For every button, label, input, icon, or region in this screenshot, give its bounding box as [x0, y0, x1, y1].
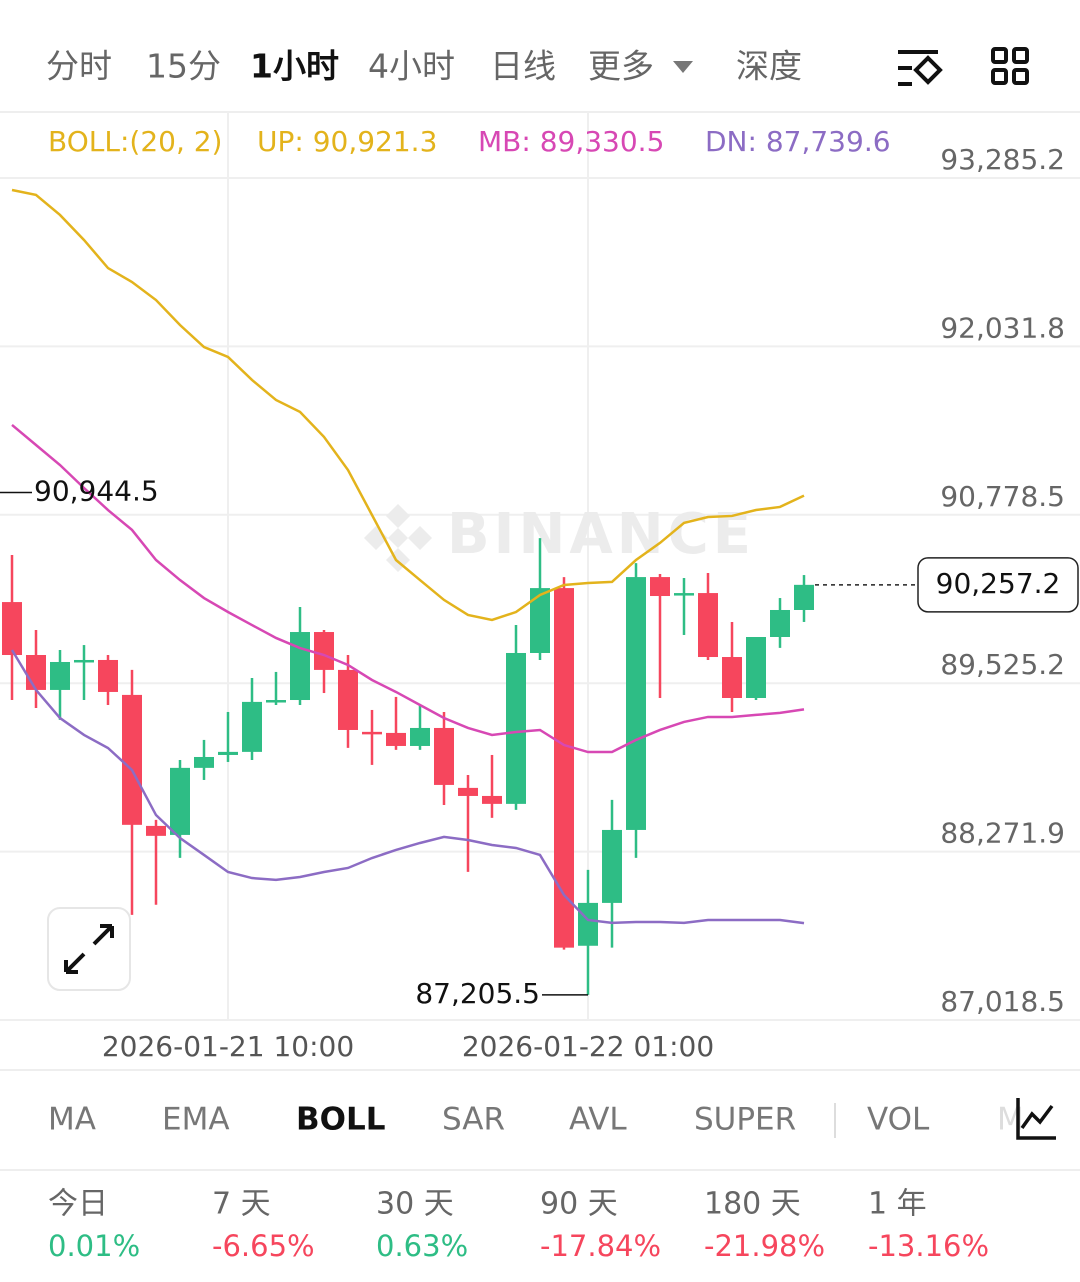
legend-entry: BOLL:(20, 2)	[48, 125, 222, 158]
candle-body	[26, 655, 46, 690]
boll-line	[11, 424, 805, 754]
period-change: -21.98%	[704, 1229, 825, 1263]
period-change: -13.16%	[868, 1229, 989, 1263]
period-label: 1 年	[868, 1187, 927, 1222]
candle-body	[578, 902, 598, 946]
layout-icon[interactable]	[991, 47, 1029, 85]
candle-body	[794, 584, 814, 610]
period-label: 今日	[48, 1187, 108, 1222]
period-label: 180 天	[704, 1187, 801, 1222]
expand-button[interactable]	[47, 907, 131, 991]
indicator-tab[interactable]: VOL	[867, 1102, 930, 1138]
candle-body	[506, 652, 526, 804]
candle-body	[434, 727, 454, 785]
period-change: 0.01%	[48, 1229, 140, 1263]
settings-icon[interactable]	[898, 50, 943, 86]
candle-body	[602, 829, 622, 903]
candle-body	[290, 632, 310, 701]
candle-body	[698, 593, 718, 658]
low-marker-label: 87,205.5	[415, 977, 540, 1010]
candle-body	[362, 731, 382, 735]
indicator-tab[interactable]: BOLL	[296, 1102, 386, 1138]
x-tick-label: 2026-01-22 01:00	[462, 1030, 714, 1063]
candle-body	[410, 727, 430, 746]
candle-body	[50, 661, 70, 690]
candle-body	[2, 602, 22, 656]
time-tab[interactable]: 更多	[588, 47, 654, 86]
legend-entry: MB: 89,330.5	[478, 125, 664, 158]
period-label: 7 天	[212, 1187, 271, 1222]
candle-body	[770, 609, 790, 637]
candle-body	[146, 825, 166, 836]
high-marker-label: 90,944.5	[34, 474, 159, 507]
indicator-tab[interactable]: AVL	[569, 1102, 627, 1138]
y-tick-label: 89,525.2	[940, 648, 1065, 681]
period-change: -17.84%	[540, 1229, 661, 1263]
candle-body	[218, 751, 238, 755]
candle-body	[722, 657, 742, 698]
candle-body	[746, 636, 766, 698]
candle-body	[338, 669, 358, 730]
time-tab[interactable]: 4小时	[368, 47, 455, 86]
candle-body	[266, 700, 286, 703]
candle-body	[314, 632, 334, 670]
watermark-logo	[364, 504, 432, 572]
candle-body	[626, 577, 646, 830]
chart-type-icon[interactable]	[1016, 1098, 1056, 1140]
boll-line	[10, 649, 805, 925]
candle-body	[170, 767, 190, 835]
period-label: 30 天	[376, 1187, 454, 1222]
period-change: -6.65%	[212, 1229, 315, 1263]
y-tick-label: 93,285.2	[940, 143, 1065, 176]
candle-body	[674, 593, 694, 596]
y-tick-label: 88,271.9	[940, 817, 1065, 850]
watermark: BINANCE	[447, 502, 755, 567]
x-tick-label: 2026-01-21 10:00	[102, 1030, 354, 1063]
candle-body	[530, 588, 550, 653]
indicator-tab[interactable]: SAR	[442, 1102, 505, 1138]
period-label: 90 天	[540, 1187, 618, 1222]
y-tick-label: 87,018.5	[940, 985, 1065, 1018]
legend-entry: DN: 87,739.6	[705, 125, 891, 158]
candle-body	[650, 577, 670, 597]
y-tick-label: 92,031.8	[940, 311, 1065, 344]
time-tab[interactable]: 日线	[490, 47, 556, 86]
candle-body	[458, 787, 478, 796]
indicator-tab[interactable]: MA	[48, 1102, 96, 1138]
last-price-box	[917, 557, 1079, 613]
fade	[990, 1090, 1080, 1156]
time-tab[interactable]: 1小时	[250, 47, 339, 86]
candle-body	[242, 701, 262, 752]
candle-body	[554, 588, 574, 948]
indicator-tab[interactable]: EMA	[162, 1102, 230, 1138]
time-tab[interactable]: 15分	[146, 47, 221, 86]
candle-body	[386, 732, 406, 746]
last-price-label: 90,257.2	[936, 567, 1061, 600]
candle-body	[482, 795, 502, 804]
legend-entry: UP: 90,921.3	[257, 125, 437, 158]
candle-body	[122, 694, 142, 825]
candle-body	[194, 756, 214, 768]
indicator-tab[interactable]: SUPER	[694, 1102, 796, 1138]
boll-line	[11, 188, 805, 622]
time-tab[interactable]: 深度	[736, 47, 802, 86]
dropdown-arrow[interactable]	[673, 61, 693, 73]
candle-body	[74, 659, 94, 663]
y-tick-label: 90,778.5	[940, 480, 1065, 513]
time-tab[interactable]: 分时	[46, 47, 112, 86]
period-change: 0.63%	[376, 1229, 468, 1263]
candle-body	[98, 659, 118, 692]
